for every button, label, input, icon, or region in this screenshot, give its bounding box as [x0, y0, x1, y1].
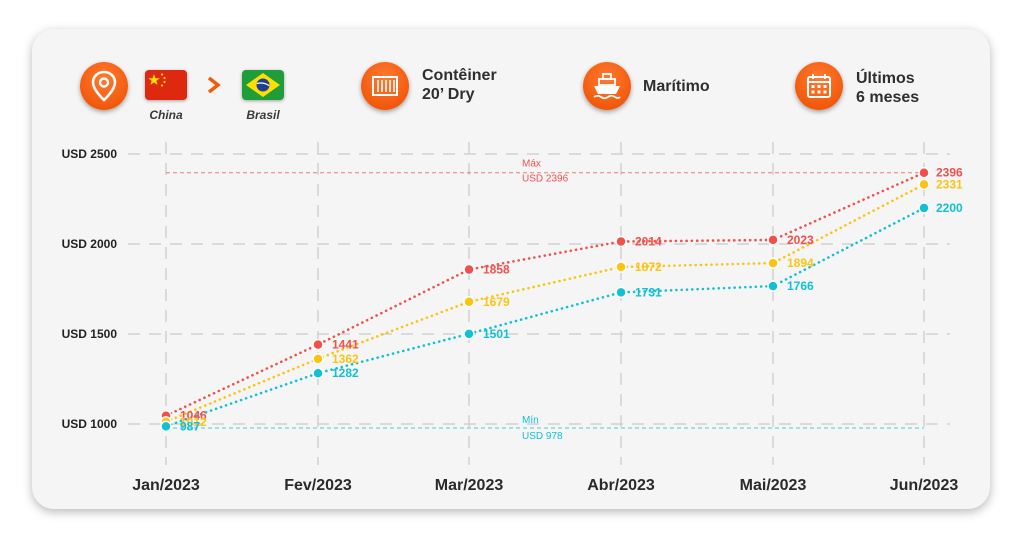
data-point — [767, 257, 779, 269]
brazil-flag-icon — [242, 70, 284, 100]
x-tick-label: Mar/2023 — [435, 477, 504, 494]
data-point — [918, 178, 930, 191]
data-label: 1894 — [787, 256, 814, 270]
chart-card — [32, 29, 990, 509]
data-label: 2331 — [936, 177, 963, 191]
data-label: 1362 — [332, 352, 359, 366]
data-label: 1872 — [635, 260, 662, 274]
container-line-2: 20’ Dry — [422, 86, 475, 103]
x-tick-label: Fev/2023 — [284, 477, 352, 494]
destination-country-label: Brasil — [246, 108, 280, 122]
reference-line-value: USD 2396 — [522, 174, 569, 185]
data-label: 1766 — [787, 279, 814, 293]
reference-line-label: Máx — [522, 159, 541, 170]
x-tick-label: Mai/2023 — [740, 477, 807, 494]
data-label: 1012 — [180, 415, 207, 429]
period-line-2: 6 meses — [856, 89, 920, 106]
period-label: Últimos 6 meses — [856, 69, 919, 107]
data-label: 2023 — [787, 233, 814, 247]
data-label: 2014 — [635, 234, 662, 248]
calendar-icon — [795, 62, 843, 110]
data-point — [160, 420, 172, 433]
data-point — [312, 367, 324, 379]
data-point — [463, 263, 475, 276]
data-point — [463, 296, 475, 308]
y-tick-label: USD 2500 — [62, 147, 118, 161]
data-point — [615, 261, 627, 273]
ship-icon — [583, 62, 631, 110]
series-line — [164, 171, 926, 418]
data-label: 2200 — [936, 201, 963, 215]
china-flag-icon — [145, 70, 187, 100]
data-label: 987 — [180, 419, 200, 433]
data-label: 1441 — [332, 338, 359, 352]
data-point — [918, 166, 930, 179]
shipping-container-icon — [361, 62, 409, 110]
data-label: 2396 — [936, 166, 963, 180]
data-point — [615, 235, 627, 248]
x-tick-label: Jan/2023 — [132, 477, 200, 494]
reference-line-label: Mín — [522, 415, 539, 426]
data-label: 1282 — [332, 366, 359, 380]
transport-mode-label: Marítimo — [643, 78, 710, 95]
data-label: 1731 — [635, 285, 662, 299]
container-type-label: Contêiner 20’ Dry — [422, 66, 497, 104]
data-label: 1501 — [483, 327, 510, 341]
data-point — [312, 338, 324, 351]
data-label: 1679 — [483, 295, 510, 309]
container-line-1: Contêiner — [422, 67, 497, 84]
data-point — [463, 328, 475, 340]
map-pin-icon — [80, 62, 128, 110]
data-label: 1046 — [180, 409, 207, 423]
data-point — [767, 234, 779, 246]
x-tick-label: Abr/2023 — [587, 477, 655, 494]
data-point — [312, 353, 324, 365]
y-tick-label: USD 1500 — [62, 327, 118, 341]
series-line — [164, 183, 926, 424]
data-point — [918, 202, 930, 214]
chevron-right-icon — [206, 76, 222, 99]
y-tick-label: USD 2000 — [62, 237, 118, 251]
y-tick-label: USD 1000 — [62, 417, 118, 431]
period-line-1: Últimos — [856, 70, 915, 87]
data-point — [615, 286, 627, 299]
x-tick-label: Jun/2023 — [890, 477, 959, 494]
origin-country-label: China — [149, 108, 183, 122]
data-label: 1858 — [483, 263, 510, 277]
reference-line-value: USD 978 — [522, 431, 563, 442]
data-point — [767, 280, 779, 292]
